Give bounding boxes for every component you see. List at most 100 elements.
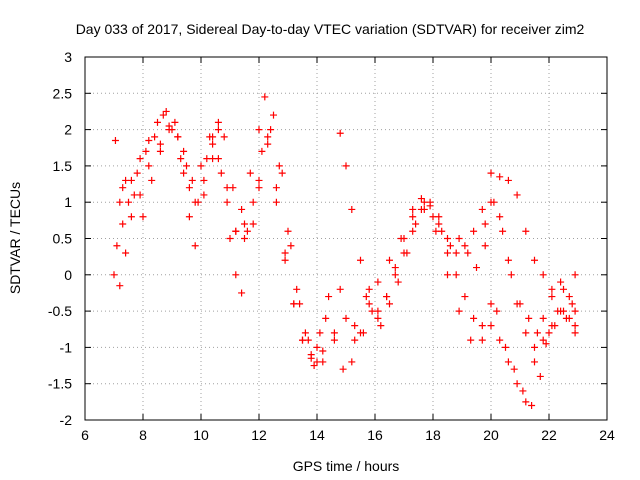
x-tick-label: 20 [483, 427, 499, 443]
data-point [531, 256, 538, 264]
data-point [461, 242, 469, 250]
data-point [496, 173, 504, 181]
data-point [487, 300, 495, 308]
data-point [183, 162, 190, 170]
data-point [533, 329, 541, 337]
data-point [261, 93, 269, 101]
data-point [557, 278, 565, 286]
grid [85, 57, 607, 420]
data-point [258, 147, 266, 155]
data-point [525, 314, 533, 322]
data-point [516, 300, 524, 308]
data-point [214, 155, 222, 163]
data-point [539, 336, 547, 344]
data-point [507, 271, 515, 279]
data-point [531, 358, 538, 366]
data-point [481, 242, 489, 250]
data-point [438, 227, 446, 235]
data-point [562, 314, 570, 322]
data-point [493, 307, 501, 315]
data-point [478, 205, 486, 213]
data-point [368, 307, 376, 315]
y-tick-label: 0 [64, 267, 72, 283]
data-point [429, 213, 437, 221]
data-point [336, 129, 344, 137]
data-point [293, 285, 301, 293]
data-point [470, 227, 478, 235]
data-series-track-4 [116, 126, 579, 406]
data-point [330, 336, 338, 344]
data-point [513, 191, 521, 199]
data-point [560, 285, 567, 293]
data-point [281, 249, 289, 257]
data-point [284, 227, 292, 235]
data-point [386, 256, 393, 264]
data-point [203, 155, 211, 163]
data-point [330, 329, 338, 337]
data-point [200, 176, 208, 184]
data-point [481, 220, 489, 228]
data-point [519, 387, 527, 395]
y-tick-label: 1.5 [53, 158, 73, 174]
x-tick-label: 6 [81, 427, 89, 443]
y-tick-label: 1 [64, 194, 72, 210]
data-point [220, 133, 228, 141]
x-tick-label: 8 [139, 427, 147, 443]
data-series-track-6 [348, 202, 579, 409]
data-point [487, 169, 495, 177]
data-point [455, 307, 463, 315]
data-point [464, 249, 472, 257]
data-point [299, 336, 306, 344]
data-point [536, 372, 544, 380]
data-point [548, 285, 556, 293]
data-point [467, 336, 475, 344]
data-point [162, 107, 170, 115]
data-point [374, 278, 382, 286]
data-point [568, 300, 576, 308]
data-point [264, 133, 272, 141]
data-point [180, 147, 188, 155]
data-point [499, 227, 507, 235]
data-point [394, 278, 402, 286]
data-point [310, 362, 318, 370]
data-series-track-5 [336, 129, 579, 351]
data-point [272, 184, 280, 192]
data-point [478, 322, 486, 330]
data-point [119, 220, 127, 228]
data-point [214, 126, 222, 134]
data-point [473, 264, 480, 272]
data-point [470, 314, 478, 322]
data-point [174, 133, 182, 141]
data-point [417, 195, 425, 203]
data-point [214, 118, 222, 126]
data-series-track-7 [342, 169, 579, 344]
data-point [487, 322, 495, 330]
data-point [156, 147, 164, 155]
data-point [116, 198, 124, 206]
data-point [136, 155, 144, 163]
ticks: 6 8 10 12 14 16 18 20 22 24 -2 -1.5 -1 -0.5 0 0.5 1 1.5 2 2… [48, 49, 615, 443]
data-point [223, 198, 231, 206]
data-series-track-8 [481, 198, 576, 348]
data-point [111, 136, 119, 144]
data-point [278, 169, 286, 177]
data-point [522, 398, 530, 406]
y-axis-label: SDTVAR / TECUs [7, 182, 23, 294]
data-point [226, 235, 234, 242]
data-point [513, 380, 521, 388]
data-point [374, 314, 382, 322]
data-point [342, 162, 350, 170]
data-point [185, 184, 193, 192]
data-point [125, 198, 132, 206]
data-point [339, 365, 347, 373]
data-point [319, 347, 327, 355]
data-point [316, 329, 324, 337]
data-point [194, 198, 202, 206]
data-point [133, 169, 141, 177]
data-series-track-2 [113, 111, 338, 370]
data-point [336, 285, 344, 293]
data-point [267, 126, 275, 134]
data-point [504, 176, 512, 184]
data-point [510, 365, 518, 373]
